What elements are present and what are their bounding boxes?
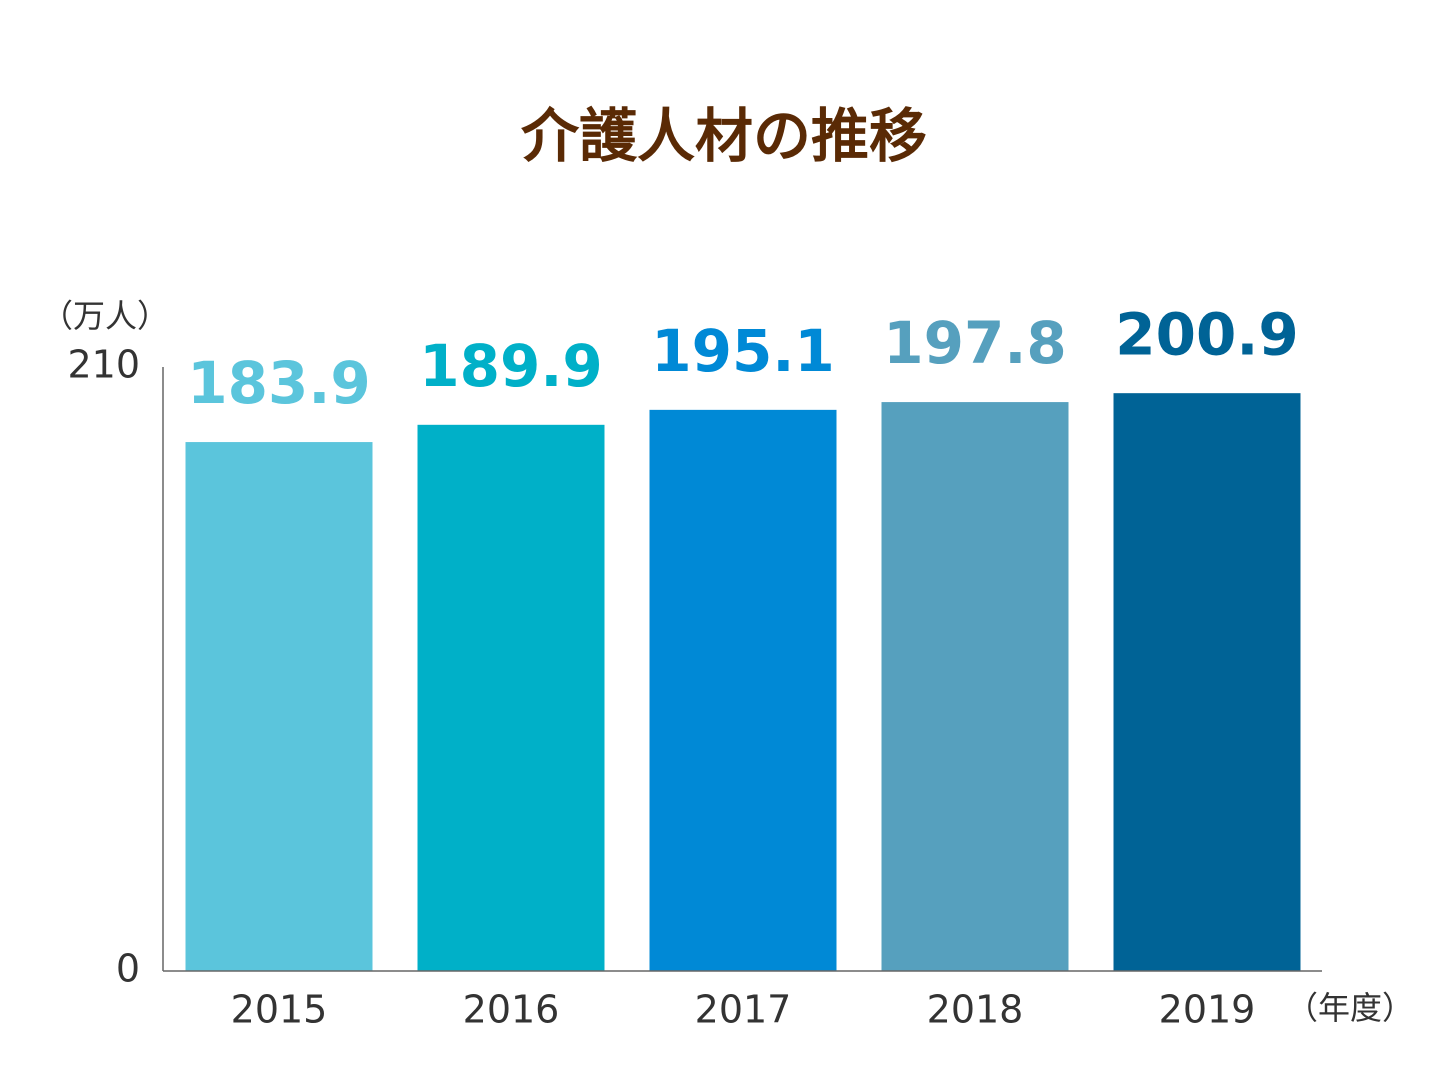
bar bbox=[649, 409, 837, 971]
value-label: 200.9 bbox=[1115, 300, 1298, 368]
chart-title: 介護人材の推移 bbox=[521, 102, 927, 170]
x-tick-label: 2018 bbox=[927, 988, 1024, 1032]
value-label: 195.1 bbox=[651, 317, 834, 385]
x-tick-label: 2019 bbox=[1159, 988, 1256, 1032]
bar bbox=[417, 424, 605, 972]
value-label: 197.8 bbox=[883, 309, 1066, 377]
x-tick-label: 2017 bbox=[695, 988, 792, 1032]
y-tick-label: 0 bbox=[116, 947, 140, 991]
value-label: 189.9 bbox=[419, 332, 602, 400]
y-axis-label: （万人） bbox=[41, 297, 169, 335]
x-tick-label: 2015 bbox=[231, 988, 328, 1032]
bar bbox=[881, 402, 1069, 971]
y-tick-label: 210 bbox=[67, 343, 140, 387]
x-tick-label: 2016 bbox=[463, 988, 560, 1032]
bar bbox=[1113, 393, 1301, 971]
x-axis-label: （年度） bbox=[1286, 989, 1414, 1027]
bar bbox=[185, 442, 373, 971]
value-label: 183.9 bbox=[187, 349, 370, 417]
